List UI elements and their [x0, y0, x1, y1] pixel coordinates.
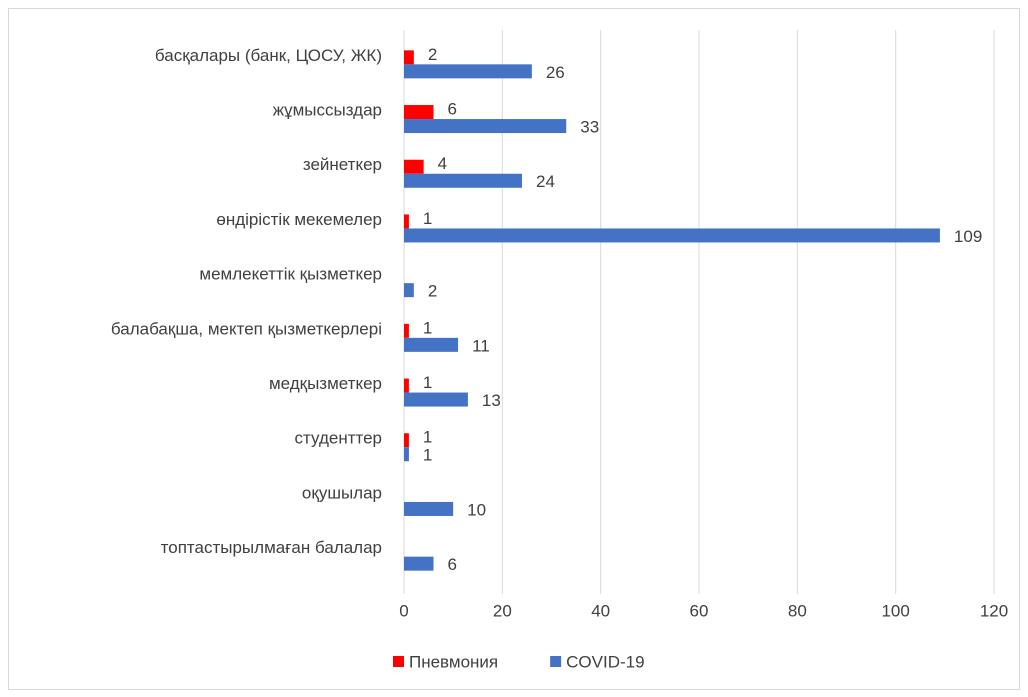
x-tick-label: 100 [881, 601, 909, 620]
data-label: 1 [423, 428, 432, 447]
data-label: 4 [438, 154, 447, 173]
y-tick-label: мемлекеттік қызметкер [199, 265, 382, 284]
bar [404, 283, 414, 298]
y-tick-label: зейнеткер [303, 155, 382, 174]
data-label: 6 [448, 555, 457, 574]
bar [404, 64, 532, 79]
bar [404, 159, 424, 174]
y-tick-label: медқызметкер [269, 374, 382, 393]
data-label: 1 [423, 373, 432, 392]
bar [404, 173, 522, 188]
y-tick-label: басқалары (банк, ЦОСУ, ЖК) [155, 46, 382, 65]
x-tick-label: 120 [980, 601, 1008, 620]
y-tick-label: жұмыссыздар [273, 101, 382, 120]
x-tick-label: 40 [591, 601, 610, 620]
data-label: 109 [954, 227, 982, 246]
data-label: 2 [428, 45, 437, 64]
bar [404, 337, 459, 352]
bar [404, 392, 468, 407]
y-tick-label: өндірістік мекемелер [216, 210, 382, 229]
y-tick-label: топтастырылмаған балалар [161, 538, 382, 557]
data-label: 24 [536, 172, 555, 191]
legend-label: COVID-19 [566, 652, 644, 671]
x-tick-label: 20 [493, 601, 512, 620]
bar [404, 323, 409, 338]
bar [404, 105, 434, 120]
x-tick-label: 80 [788, 601, 807, 620]
data-label: 1 [423, 209, 432, 228]
legend-swatch [393, 656, 404, 667]
bar [404, 447, 409, 462]
data-label: 6 [448, 100, 457, 119]
y-tick-label: студенттер [295, 429, 382, 448]
y-tick-label: балабақша, мектеп қызметкерлері [111, 319, 382, 338]
bar [404, 433, 409, 448]
data-label: 1 [423, 446, 432, 465]
bar [404, 119, 567, 134]
data-label: 10 [467, 500, 486, 519]
y-tick-label: оқушылар [302, 483, 382, 502]
x-tick-label: 60 [690, 601, 709, 620]
x-tick-label: 0 [399, 601, 408, 620]
legend-label: Пневмония [409, 652, 498, 671]
chart-border [8, 8, 1020, 690]
bar [404, 378, 409, 393]
bar [404, 50, 414, 65]
data-label: 1 [423, 318, 432, 337]
bar [404, 501, 454, 516]
bar [404, 556, 434, 571]
data-label: 13 [482, 391, 501, 410]
legend-swatch [550, 656, 562, 667]
data-label: 11 [472, 336, 490, 355]
bar [404, 228, 940, 243]
data-label: 33 [580, 118, 599, 137]
data-label: 2 [428, 282, 437, 301]
data-label: 26 [546, 63, 565, 82]
bar [404, 214, 409, 229]
